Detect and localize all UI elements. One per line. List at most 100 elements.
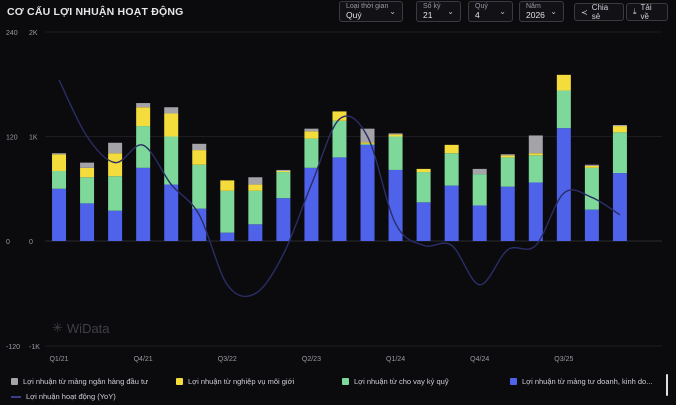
quarter-value: 4: [475, 10, 480, 20]
bar-segment: [248, 224, 263, 241]
bar-segment: [52, 153, 67, 155]
share-icon: ≺: [581, 7, 588, 17]
legend-item-proprietary[interactable]: Lợi nhuận từ mảng tư doanh, kinh do...: [510, 377, 652, 386]
legend-item-investment-banking[interactable]: Lợi nhuận từ mảng ngân hàng đầu tư: [11, 377, 148, 386]
legend-swatch-line: [11, 395, 21, 398]
bar-segment: [584, 165, 599, 168]
chart-title: CƠ CẤU LỢI NHUẬN HOẠT ĐỘNG: [7, 6, 184, 18]
legend-label: Lợi nhuận từ mảng ngân hàng đầu tư: [23, 377, 149, 386]
bar-segment: [360, 143, 375, 145]
bar-segment: [52, 154, 67, 171]
x-tick-label: Q4/24: [470, 356, 489, 363]
bar-segment: [136, 126, 151, 168]
legend-swatch-gray: [11, 378, 18, 385]
bar-segment: [416, 168, 431, 173]
bar-segment: [472, 174, 487, 206]
download-icon: ⤓: [633, 7, 637, 16]
bar-segment: [500, 186, 515, 241]
bar-segment: [108, 142, 123, 154]
legend-item-operating-profit-yoy[interactable]: Lợi nhuận hoạt động (YoY): [11, 392, 116, 401]
bar-segment: [612, 125, 627, 127]
bar-segment: [332, 157, 347, 241]
year-label: Năm: [526, 3, 541, 10]
bar-segment: [444, 153, 459, 186]
bar-segment: [276, 198, 291, 241]
bar-segment: [164, 184, 179, 241]
quarter-select[interactable]: Quý 4 ⌄: [468, 1, 513, 22]
legend-swatch-green: [342, 378, 349, 385]
bar-segment: [416, 172, 431, 203]
bar-segment: [248, 177, 263, 185]
x-tick-label: Q1/21: [49, 356, 68, 363]
bar-segment: [192, 164, 207, 209]
bar-segment: [388, 136, 403, 170]
bar-segment: [80, 167, 95, 178]
y-right-tick-label: 2K: [29, 30, 38, 37]
chevron-down-icon: ⌄: [499, 7, 506, 16]
time-type-select[interactable]: Loại thời gian Quý ⌄: [339, 1, 403, 22]
legend-swatch-yellow: [176, 378, 183, 385]
chevron-down-icon: ⌄: [550, 7, 557, 16]
share-button[interactable]: ≺ Chia sẻ: [574, 3, 624, 21]
bar-segment: [612, 132, 627, 174]
bar-segment: [556, 90, 571, 129]
year-value: 2026: [526, 10, 545, 20]
download-label: Tải về: [640, 3, 652, 21]
time-type-value: Quý: [346, 10, 362, 20]
x-tick-label: Q2/23: [302, 356, 321, 363]
x-tick-label: Q3/22: [218, 356, 237, 363]
watermark: ✳ WiData: [52, 320, 110, 336]
bar-segment: [556, 128, 571, 241]
bar-segment: [360, 144, 375, 241]
x-tick-label: Q3/25: [554, 356, 573, 363]
legend-item-margin-lending[interactable]: Lợi nhuận từ cho vay ký quỹ: [342, 377, 449, 386]
bar-segment: [164, 113, 179, 137]
legend-item-brokerage[interactable]: Lợi nhuận từ nghiệp vụ môi giới: [176, 377, 294, 386]
y-right-tick-label: 1K: [29, 135, 38, 142]
chevron-down-icon: ⌄: [389, 7, 396, 16]
bar-segment: [136, 103, 151, 108]
bar-segment: [192, 143, 207, 151]
y-right-tick-label: -1K: [29, 344, 40, 351]
bar-segment: [500, 157, 515, 187]
bar-segment: [248, 184, 263, 191]
bar-segment: [80, 177, 95, 204]
bar-segment: [220, 232, 235, 241]
legend-label: Lợi nhuận từ cho vay ký quỹ: [354, 377, 449, 386]
bar-segment: [584, 164, 599, 166]
quarter-label: Quý: [475, 3, 488, 10]
bar-segment: [136, 167, 151, 241]
bar-segment: [584, 167, 599, 210]
legend-scrollbar[interactable]: [666, 374, 668, 396]
bar-segment: [80, 203, 95, 241]
bar-segment: [164, 136, 179, 185]
download-button[interactable]: ⤓ Tải về: [626, 3, 668, 21]
bar-segment: [612, 173, 627, 241]
y-left-tick-label: 0: [6, 239, 10, 246]
bar-segment: [472, 205, 487, 241]
bar-segment: [80, 162, 95, 168]
bar-segment: [276, 170, 291, 173]
bar-segment: [416, 202, 431, 241]
series-line-operating-profit: [58, 79, 621, 298]
legend-label: Lợi nhuận từ mảng tư doanh, kinh do...: [522, 377, 653, 386]
bar-segment: [612, 126, 627, 133]
year-select[interactable]: Năm 2026 ⌄: [519, 1, 564, 22]
y-left-tick-label: -120: [6, 344, 20, 351]
bar-segment: [500, 154, 515, 156]
bar-segment: [584, 209, 599, 241]
time-type-label: Loại thời gian: [346, 3, 389, 10]
bar-segment: [220, 180, 235, 191]
bar-segment: [108, 176, 123, 211]
bar-segment: [192, 150, 207, 165]
bar-segment: [304, 128, 319, 132]
bar-segment: [136, 107, 151, 127]
period-count-select[interactable]: Số kỳ 21 ⌄: [416, 1, 461, 22]
watermark-text: WiData: [66, 320, 110, 336]
bar-segment: [388, 134, 403, 137]
bar-segment: [528, 153, 543, 156]
period-count-value: 21: [423, 10, 433, 20]
bar-segment: [192, 208, 207, 241]
bar-segment: [444, 185, 459, 241]
y-left-tick-label: 120: [6, 135, 18, 142]
